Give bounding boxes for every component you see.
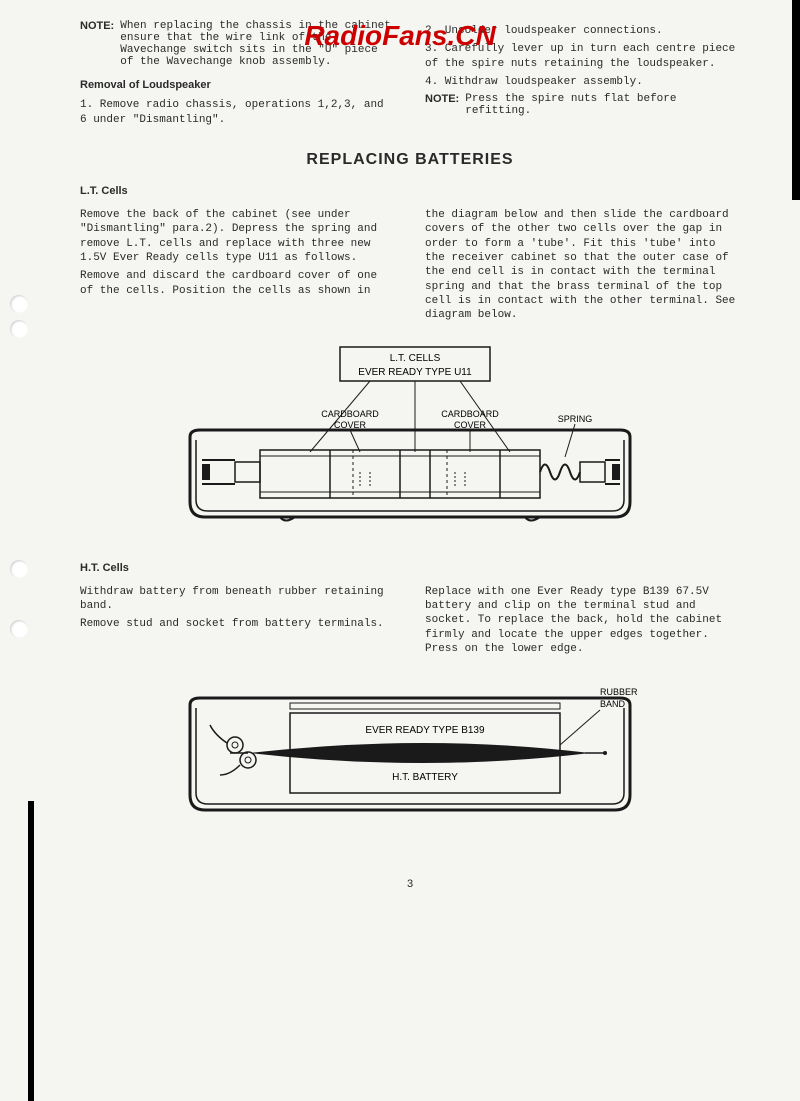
removal-heading: Removal of Loudspeaker: [80, 78, 395, 92]
diagram-label: EVER READY TYPE U11: [358, 367, 472, 378]
lt-text: Remove the back of the cabinet (see unde…: [80, 208, 395, 265]
ht-heading: H.T. Cells: [80, 561, 740, 575]
ht-battery-diagram: RUBBER BAND EVER READY TYPE B139 H.T. BA…: [80, 675, 740, 839]
step-text: 4. Withdraw loudspeaker assembly.: [425, 75, 740, 89]
diagram-label: L.T. CELLS: [390, 353, 441, 364]
diagram-label: RUBBER: [600, 687, 638, 697]
diagram-label: SPRING: [558, 414, 593, 424]
diagram-label: CARDBOARD: [321, 409, 379, 419]
diagram-label: EVER READY TYPE B139: [365, 725, 485, 736]
lt-text: the diagram below and then slide the car…: [425, 208, 740, 322]
lt-heading: L.T. Cells: [80, 184, 740, 198]
ht-cells-section: H.T. Cells Withdraw battery from beneath…: [80, 561, 740, 661]
note-label: NOTE:: [80, 20, 114, 68]
lt-cells-section: L.T. Cells Remove the back of the cabine…: [80, 184, 740, 327]
diagram-label: BAND: [600, 699, 626, 709]
lt-text: Remove and discard the cardboard cover o…: [80, 269, 395, 298]
section-title: REPLACING BATTERIES: [80, 151, 740, 169]
ht-text: Remove stud and socket from battery term…: [80, 617, 395, 631]
watermark-text: RadioFans.CN: [304, 20, 495, 52]
step-text: 1. Remove radio chassis, operations 1,2,…: [80, 98, 395, 127]
diagram-label: CARDBOARD: [441, 409, 499, 419]
note-text: Press the spire nuts flat before refitti…: [465, 93, 740, 117]
note-label: NOTE:: [425, 93, 459, 117]
ht-text: Replace with one Ever Ready type B139 67…: [425, 585, 740, 656]
ht-text: Withdraw battery from beneath rubber ret…: [80, 585, 395, 614]
diagram-label: H.T. BATTERY: [392, 772, 458, 783]
page-number: 3: [80, 879, 740, 891]
lt-cells-diagram: L.T. CELLS EVER READY TYPE U11 CARDBOARD…: [80, 342, 740, 546]
